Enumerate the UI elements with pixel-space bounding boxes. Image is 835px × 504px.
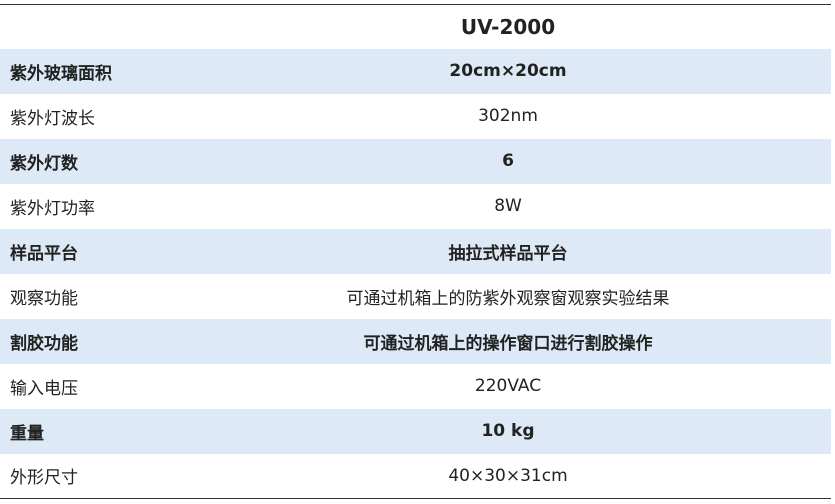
- spec-label: 输入电压: [10, 378, 78, 399]
- spec-table: UV-2000 紫外玻璃面积 20cm×20cm 紫外灯波长 302nm 紫外灯数 6 紫外…: [0, 4, 831, 499]
- spec-value: 10 kg: [185, 408, 831, 454]
- spec-value: 302nm: [478, 106, 538, 126]
- spec-value: 40×30×31cm: [448, 465, 568, 486]
- spec-label: 割胶功能: [0, 318, 185, 364]
- spec-value: 220VAC: [474, 376, 542, 396]
- spec-row: 外形尺寸 40×30×31cm: [0, 454, 831, 499]
- spec-label: 重量: [0, 408, 185, 454]
- spec-value: 可通过机箱上的防紫外观察窗观察实验结果: [346, 288, 670, 309]
- spec-row: 割胶功能 可通过机箱上的操作窗口进行割胶操作: [0, 318, 831, 364]
- header-row: UV-2000: [0, 5, 831, 49]
- spec-label: 紫外灯波长: [10, 108, 95, 129]
- table-body: UV-2000 紫外玻璃面积 20cm×20cm 紫外灯波长 302nm 紫外灯数 6 紫外…: [0, 5, 831, 499]
- spec-row: 样品平台 抽拉式样品平台: [0, 228, 831, 274]
- spec-row: 紫外灯波长 302nm: [0, 94, 831, 139]
- spec-row: 输入电压 220VAC: [0, 364, 831, 409]
- spec-row: 重量 10 kg: [0, 408, 831, 454]
- header-title: UV-2000: [460, 14, 556, 39]
- spec-label: 样品平台: [0, 228, 185, 274]
- spec-row: 紫外灯数 6: [0, 138, 831, 184]
- spec-row: 紫外灯功率 8W: [0, 184, 831, 229]
- spec-value: 可通过机箱上的操作窗口进行割胶操作: [185, 318, 831, 364]
- spec-value: 20cm×20cm: [185, 48, 831, 94]
- spec-row: 观察功能 可通过机箱上的防紫外观察窗观察实验结果: [0, 274, 831, 319]
- header-empty: [0, 5, 185, 49]
- spec-value: 抽拉式样品平台: [185, 228, 831, 274]
- spec-label: 紫外灯功率: [10, 198, 95, 219]
- spec-label: 紫外灯数: [0, 138, 185, 184]
- spec-label: 紫外玻璃面积: [0, 48, 185, 94]
- spec-value: 6: [185, 138, 831, 184]
- spec-value: 8W: [494, 196, 522, 216]
- spec-label: 观察功能: [10, 288, 78, 309]
- spec-label: 外形尺寸: [10, 468, 78, 489]
- spec-row: 紫外玻璃面积 20cm×20cm: [0, 48, 831, 94]
